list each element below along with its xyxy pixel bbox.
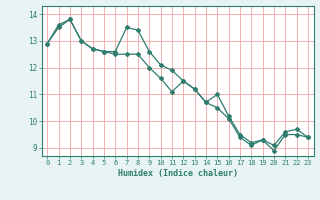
X-axis label: Humidex (Indice chaleur): Humidex (Indice chaleur) — [118, 169, 237, 178]
